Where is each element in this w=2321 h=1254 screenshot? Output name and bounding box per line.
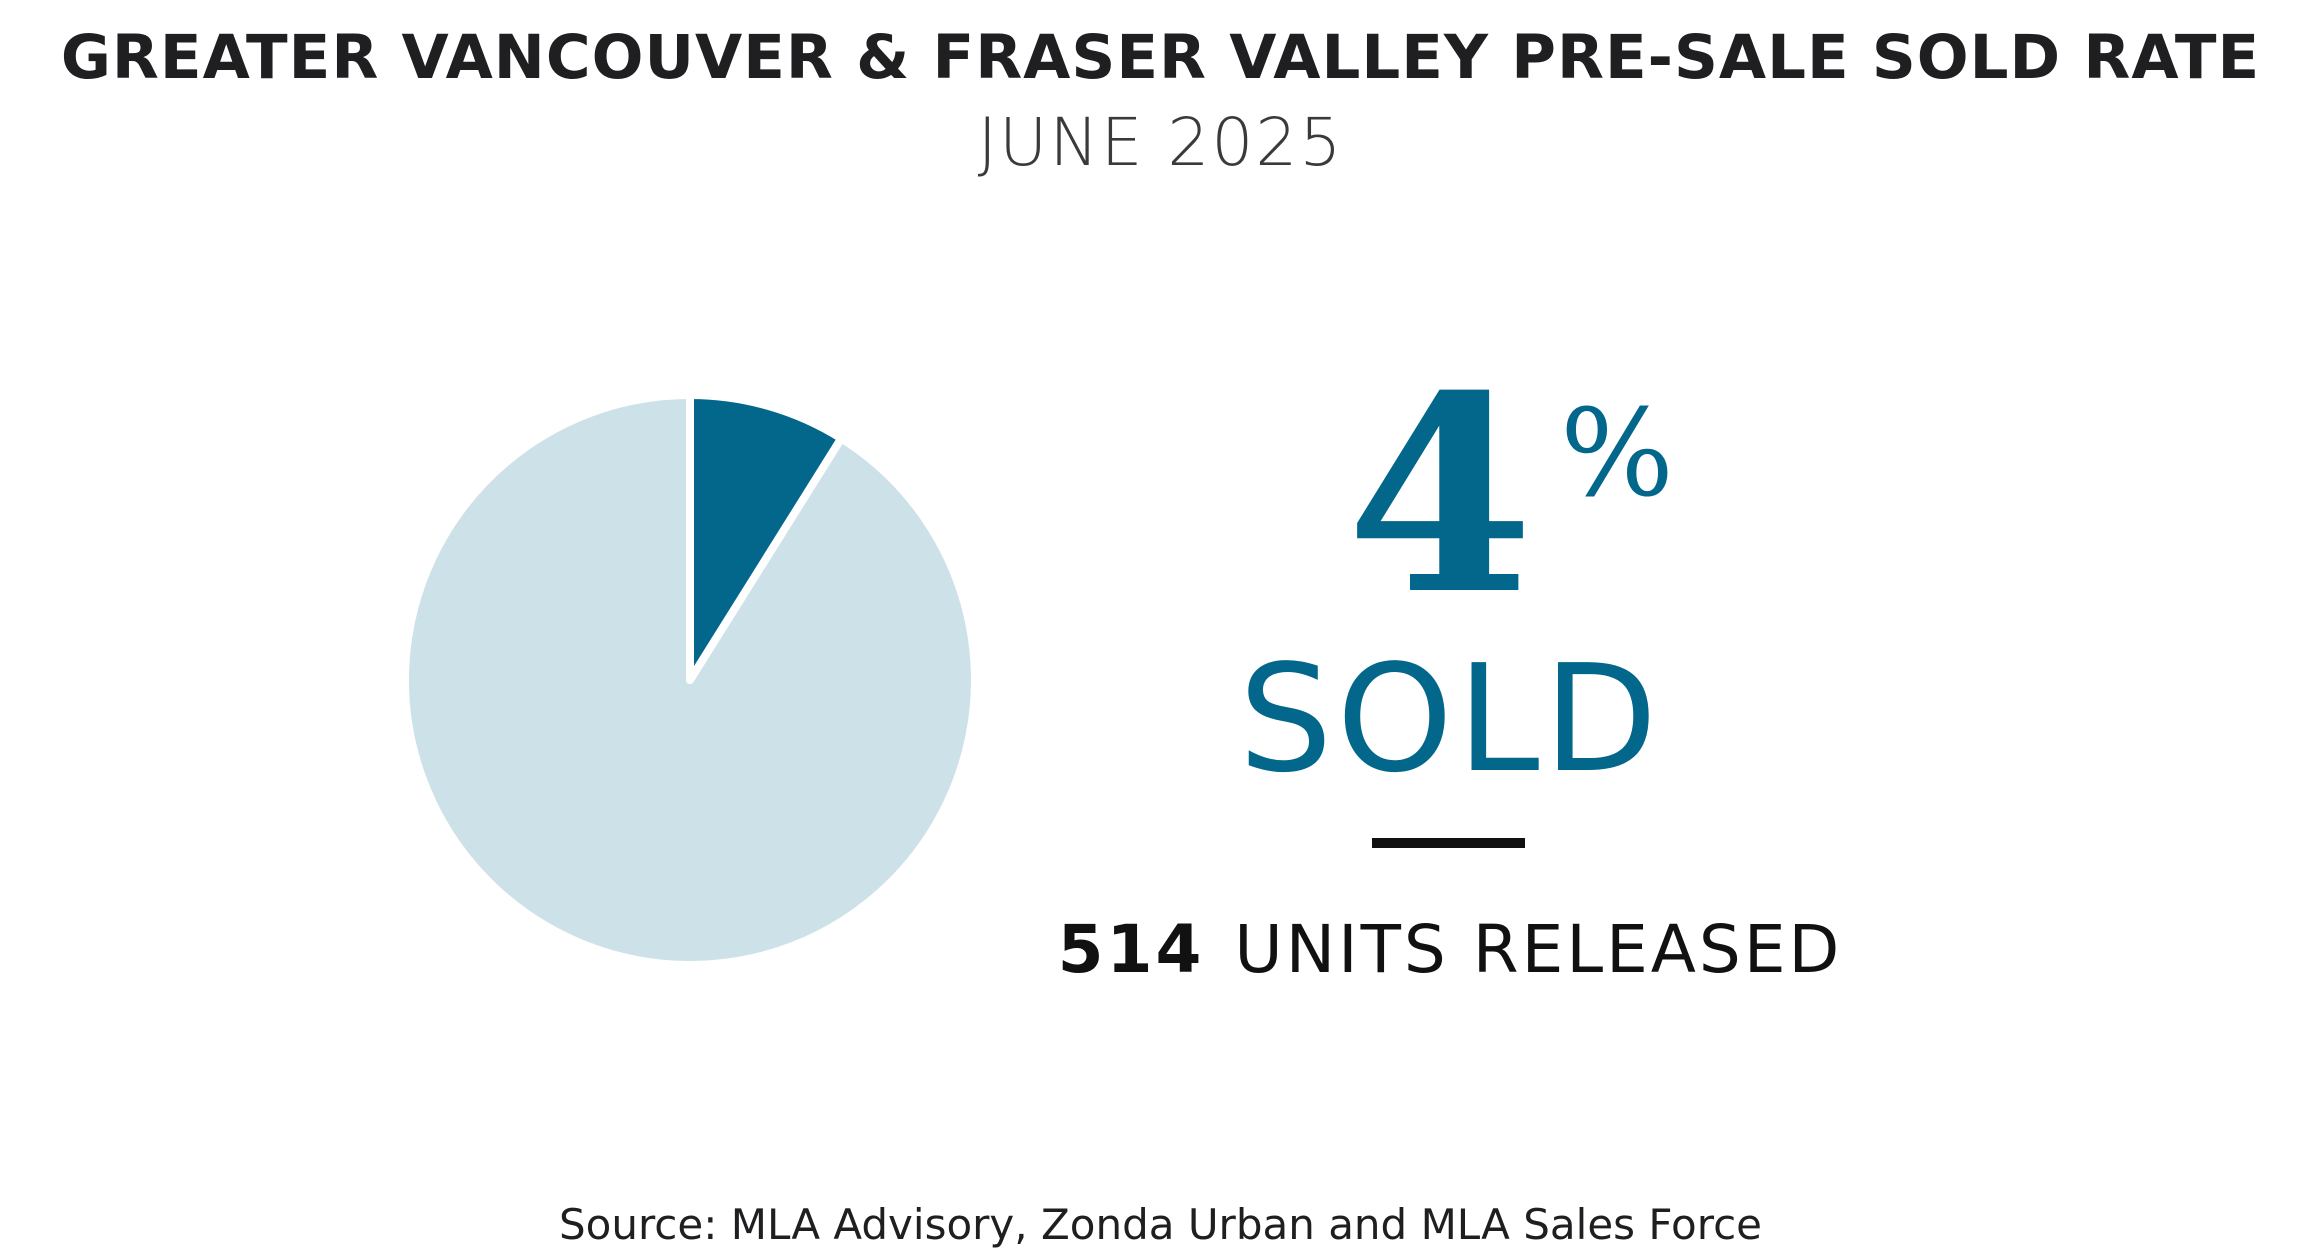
pie-slice-sold bbox=[686, 391, 846, 684]
percent-sign: % bbox=[1560, 385, 1675, 524]
units-count: 514 bbox=[1057, 911, 1205, 988]
sold-percentage-value: 4 bbox=[1346, 336, 1534, 654]
source-note: Source: MLA Advisory, Zonda Urban and ML… bbox=[558, 1200, 1763, 1249]
chart-subtitle: JUNE 2025 bbox=[977, 104, 1344, 181]
chart-title: GREATER VANCOUVER & FRASER VALLEY PRE-SA… bbox=[60, 22, 2261, 93]
units-label: UNITS RELEASED bbox=[1234, 911, 1843, 988]
sold-label: SOLD bbox=[1238, 633, 1662, 805]
pie-chart bbox=[401, 391, 979, 969]
units-released-line: 514 UNITS RELEASED bbox=[1000, 910, 1900, 990]
divider bbox=[1372, 838, 1525, 848]
